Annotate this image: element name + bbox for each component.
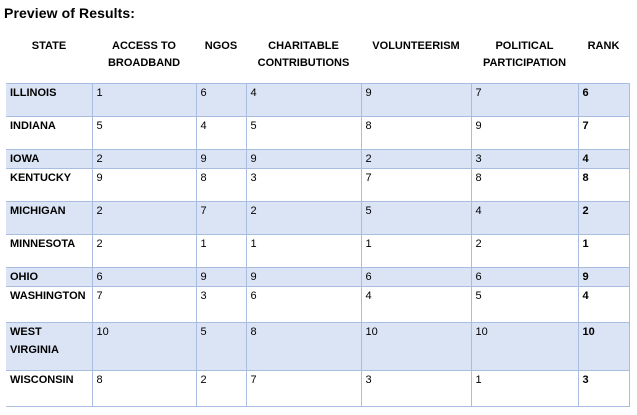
cell-broadband: 2 — [91, 149, 196, 169]
cell-state: MICHIGAN — [6, 201, 92, 235]
cell-charitable: 4 — [245, 83, 361, 117]
cell-political: 5 — [470, 286, 578, 323]
cell-charitable: 5 — [245, 116, 361, 150]
cell-volunteerism: 6 — [360, 267, 471, 287]
cell-broadband: 8 — [91, 370, 196, 407]
cell-political: 2 — [470, 234, 578, 268]
cell-broadband: 7 — [91, 286, 196, 323]
table-row: WASHINGTON 7 3 6 4 5 4 — [6, 286, 630, 323]
cell-ngos: 7 — [195, 201, 246, 235]
cell-volunteerism: 3 — [360, 370, 471, 407]
table-row: OHIO 6 9 9 6 6 9 — [6, 267, 630, 287]
table-row: MINNESOTA 2 1 1 1 2 1 — [6, 234, 630, 268]
cell-rank: 4 — [577, 286, 630, 323]
cell-volunteerism: 9 — [360, 83, 471, 117]
table-row: WISCONSIN 8 2 7 3 1 3 — [6, 370, 630, 407]
cell-political: 7 — [470, 83, 578, 117]
cell-charitable: 8 — [245, 322, 361, 371]
cell-charitable: 2 — [245, 201, 361, 235]
cell-volunteerism: 8 — [360, 116, 471, 150]
column-header-charitable: CHARITABLE CONTRIBUTIONS — [257, 40, 350, 69]
cell-state: IOWA — [6, 149, 92, 169]
cell-ngos: 2 — [195, 370, 246, 407]
cell-charitable: 9 — [245, 267, 361, 287]
cell-broadband: 2 — [91, 234, 196, 268]
cell-broadband: 10 — [91, 322, 196, 371]
cell-broadband: 2 — [91, 201, 196, 235]
cell-state: WISCONSIN — [6, 370, 92, 407]
cell-volunteerism: 5 — [360, 201, 471, 235]
column-header-rank: RANK — [587, 40, 620, 52]
column-header-broadband: ACCESS TO BROADBAND — [107, 40, 181, 69]
cell-political: 9 — [470, 116, 578, 150]
cell-broadband: 5 — [91, 116, 196, 150]
cell-charitable: 7 — [245, 370, 361, 407]
cell-rank: 4 — [577, 149, 630, 169]
cell-rank: 6 — [577, 83, 630, 117]
cell-rank: 8 — [577, 168, 630, 202]
cell-ngos: 1 — [195, 234, 246, 268]
cell-charitable: 6 — [245, 286, 361, 323]
cell-political: 1 — [470, 370, 578, 407]
cell-state: MINNESOTA — [6, 234, 92, 268]
cell-ngos: 6 — [195, 83, 246, 117]
cell-state: WEST VIRGINIA — [6, 322, 92, 371]
cell-charitable: 1 — [245, 234, 361, 268]
cell-broadband: 1 — [91, 83, 196, 117]
cell-rank: 2 — [577, 201, 630, 235]
cell-ngos: 4 — [195, 116, 246, 150]
cell-political: 3 — [470, 149, 578, 169]
cell-state: WASHINGTON — [6, 286, 92, 323]
cell-rank: 7 — [577, 116, 630, 150]
cell-volunteerism: 10 — [360, 322, 471, 371]
cell-ngos: 9 — [195, 267, 246, 287]
cell-ngos: 9 — [195, 149, 246, 169]
cell-political: 10 — [470, 322, 578, 371]
cell-political: 6 — [470, 267, 578, 287]
cell-rank: 9 — [577, 267, 630, 287]
cell-rank: 1 — [577, 234, 630, 268]
table-row: WEST VIRGINIA 10 5 8 10 10 10 — [6, 322, 630, 371]
table-row: MICHIGAN 2 7 2 5 4 2 — [6, 201, 630, 235]
cell-volunteerism: 1 — [360, 234, 471, 268]
page-title: Preview of Results: — [4, 5, 136, 21]
cell-rank: 10 — [577, 322, 630, 371]
table-row: ILLINOIS 1 6 4 9 7 6 — [6, 83, 630, 117]
cell-state: KENTUCKY — [6, 168, 92, 202]
cell-political: 8 — [470, 168, 578, 202]
cell-state: INDIANA — [6, 116, 92, 150]
cell-broadband: 9 — [91, 168, 196, 202]
cell-ngos: 3 — [195, 286, 246, 323]
cell-charitable: 3 — [245, 168, 361, 202]
cell-charitable: 9 — [245, 149, 361, 169]
table-row: IOWA 2 9 9 2 3 4 — [6, 149, 630, 169]
table-row: INDIANA 5 4 5 8 9 7 — [6, 116, 630, 150]
header-row: STATE ACCESS TO BROADBAND NGOS CHARITABLE… — [6, 36, 629, 84]
cell-broadband: 6 — [91, 267, 196, 287]
cell-ngos: 5 — [195, 322, 246, 371]
cell-state: ILLINOIS — [6, 83, 92, 117]
cell-rank: 3 — [577, 370, 630, 407]
column-header-state: STATE — [31, 40, 67, 52]
column-header-volunteerism: VOLUNTEERISM — [372, 40, 460, 52]
cell-volunteerism: 4 — [360, 286, 471, 323]
cell-state: OHIO — [6, 267, 92, 287]
cell-volunteerism: 2 — [360, 149, 471, 169]
cell-ngos: 8 — [195, 168, 246, 202]
column-header-political: POLITICAL PARTICIPATION — [482, 40, 567, 69]
cell-political: 4 — [470, 201, 578, 235]
cell-volunteerism: 7 — [360, 168, 471, 202]
table-row: KENTUCKY 9 8 3 7 8 8 — [6, 168, 630, 202]
column-header-ngos: NGOS — [204, 40, 238, 52]
results-table: STATE ACCESS TO BROADBAND NGOS CHARITABLE… — [6, 36, 630, 407]
